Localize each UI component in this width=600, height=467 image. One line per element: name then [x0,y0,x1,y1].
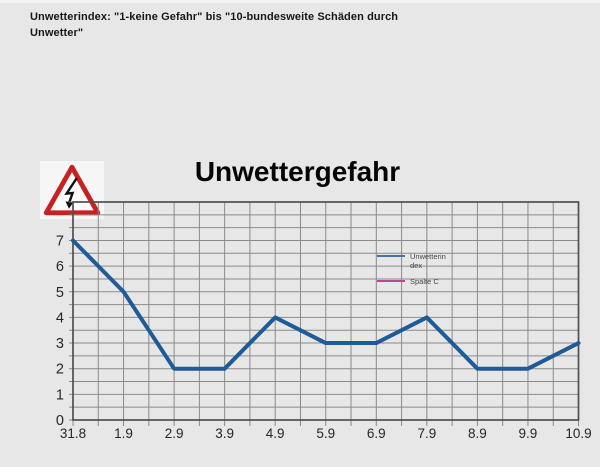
y-axis-label: 5 [56,285,64,301]
x-axis-label: 31.8 [60,426,86,441]
y-axis-label: 4 [56,310,64,326]
x-axis-label: 5.9 [316,426,335,441]
y-axis-label: 3 [56,336,64,352]
warning-sign [40,161,104,219]
header-note: Unwetterindex: "1-keine Gefahr" bis "10-… [30,9,398,41]
x-axis-label: 6.9 [367,426,386,441]
chart-title: Unwettergefahr [194,156,401,187]
legend-line-swatch [377,255,405,257]
legend-entry: Spalte C [377,277,467,286]
y-axis-label: 1 [56,387,64,403]
legend-label: Unwetterin dex [410,252,446,270]
plot-border [72,201,580,421]
x-axis-label: 8.9 [468,426,487,441]
x-axis-label: 10.9 [565,426,591,441]
x-axis-label: 3.9 [215,426,234,441]
x-axis-label: 2.9 [165,426,184,441]
window-top-edge [0,0,600,3]
chart-legend: Unwetterin dex Spalte C [377,252,467,293]
series-line-unwetterindex [71,238,581,371]
legend-entry: Unwetterin dex [377,252,467,270]
y-axis-label: 2 [56,362,64,378]
y-axis-label: 7 [56,233,64,249]
y-axis-label: 6 [56,259,64,275]
header-note-line2: Unwetter" [30,27,84,39]
legend-label: Spalte C [410,277,439,286]
y-axis-label: 0 [56,413,64,429]
x-axis-label: 4.9 [266,426,285,441]
x-axis-label: 1.9 [114,426,133,441]
header-note-line1: Unwetterindex: "1-keine Gefahr" bis "10-… [30,11,399,23]
x-axis-label: 7.9 [417,426,436,441]
x-axis-label: 9.9 [519,426,538,441]
legend-line-swatch [377,280,405,282]
